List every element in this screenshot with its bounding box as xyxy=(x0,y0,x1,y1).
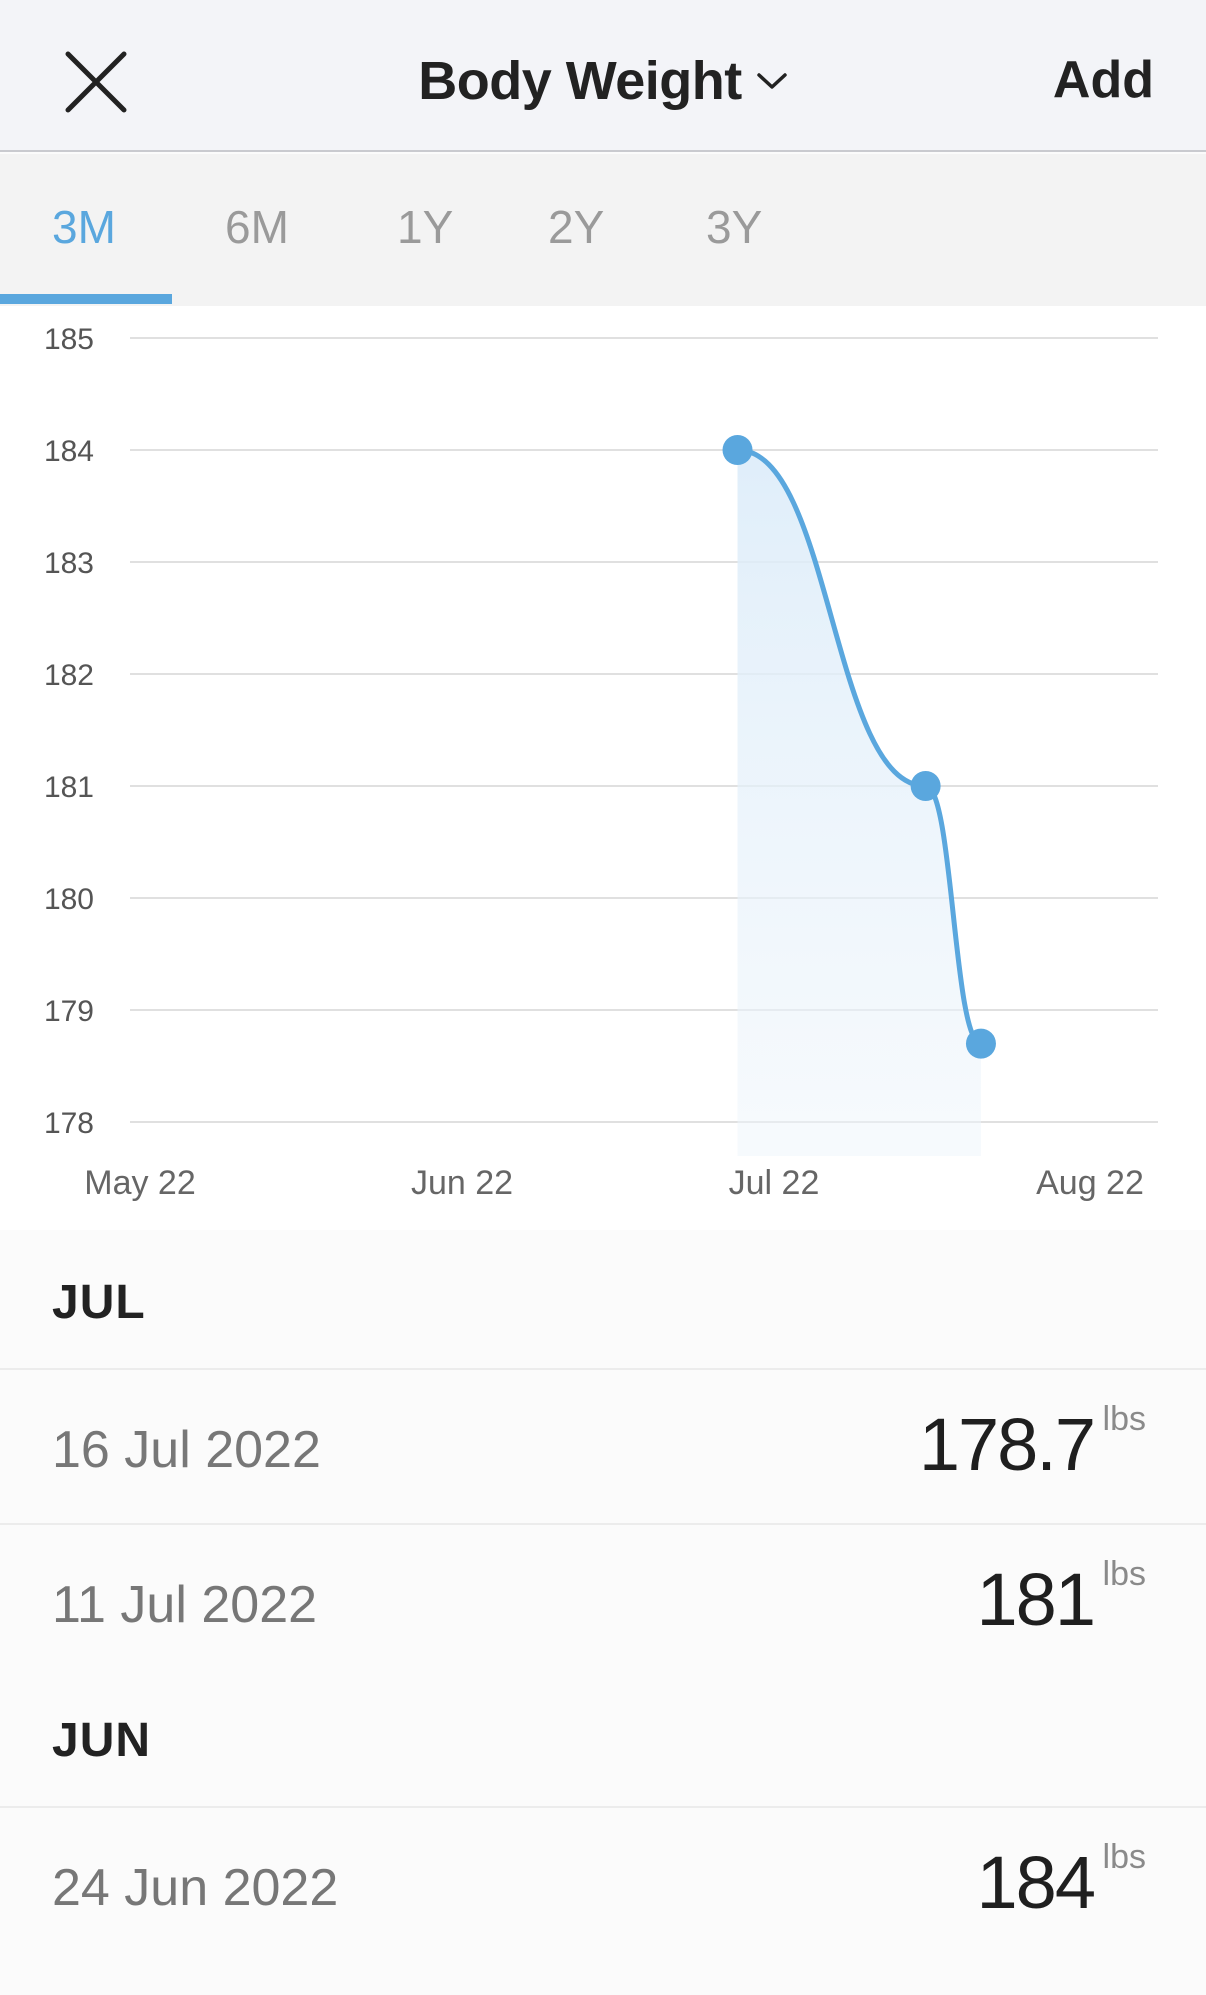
month-header-jul: JUL xyxy=(52,1276,146,1329)
entry-unit: lbs xyxy=(1102,1555,1146,1593)
y-tick-label: 180 xyxy=(44,883,94,916)
tab-2y[interactable]: 2Y xyxy=(548,201,605,253)
data-point xyxy=(910,771,941,801)
tab-3y[interactable]: 3Y xyxy=(706,201,763,253)
entry-date: 11 Jul 2022 xyxy=(52,1576,318,1634)
data-point xyxy=(965,1028,996,1059)
y-tick-label: 183 xyxy=(44,547,94,580)
y-tick-label: 182 xyxy=(44,659,94,692)
x-tick-label: May 22 xyxy=(84,1164,196,1202)
add-button[interactable]: Add xyxy=(1052,51,1154,109)
entry-value: 178.7 xyxy=(918,1403,1096,1486)
x-tick-label: Jun 22 xyxy=(411,1164,513,1202)
entry-unit: lbs xyxy=(1102,1838,1146,1876)
page-title: Body Weight xyxy=(418,51,742,111)
active-tab-indicator xyxy=(0,294,172,304)
x-tick-label: Aug 22 xyxy=(1036,1164,1144,1202)
top-bar: Body Weight Add xyxy=(0,0,1206,152)
month-header-jun: JUN xyxy=(52,1714,152,1767)
weight-chart: 185 184 183 182 181 180 179 178 May 22 Jun 22 Jul … xyxy=(0,306,1206,1230)
chevron-down-icon xyxy=(756,70,788,92)
weight-chart-svg: 185 184 183 182 181 180 179 178 May 22 Jun 22 Jul … xyxy=(44,323,1158,1202)
list-item[interactable]: 16 Jul 2022 178.7 lbs xyxy=(0,1368,1206,1522)
y-tick-label: 178 xyxy=(44,1107,94,1140)
x-tick-label: Jul 22 xyxy=(729,1164,820,1202)
entry-value: 184 xyxy=(976,1841,1096,1924)
close-button[interactable] xyxy=(60,46,132,118)
data-point xyxy=(722,435,753,465)
range-tabs: 3M 6M 1Y 2Y 3Y xyxy=(0,154,1206,306)
tab-1y[interactable]: 1Y xyxy=(397,201,454,253)
y-tick-label: 185 xyxy=(44,323,94,356)
entry-date: 24 Jun 2022 xyxy=(52,1859,339,1917)
list-item[interactable]: 24 Jun 2022 184 lbs xyxy=(0,1806,1206,1960)
close-icon xyxy=(60,46,132,118)
entry-date: 16 Jul 2022 xyxy=(52,1421,321,1479)
entry-value: 181 xyxy=(976,1558,1096,1641)
tab-6m[interactable]: 6M xyxy=(225,201,289,253)
series-line xyxy=(735,447,984,1047)
y-tick-label: 181 xyxy=(44,771,94,804)
entry-unit: lbs xyxy=(1102,1400,1146,1438)
list-item[interactable]: 11 Jul 2022 181 lbs xyxy=(0,1523,1206,1677)
y-tick-label: 179 xyxy=(44,995,94,1028)
metric-selector[interactable]: Body Weight xyxy=(418,50,787,112)
tab-3m[interactable]: 3M xyxy=(52,201,116,253)
series-area xyxy=(737,450,981,1156)
y-tick-label: 184 xyxy=(44,435,94,468)
